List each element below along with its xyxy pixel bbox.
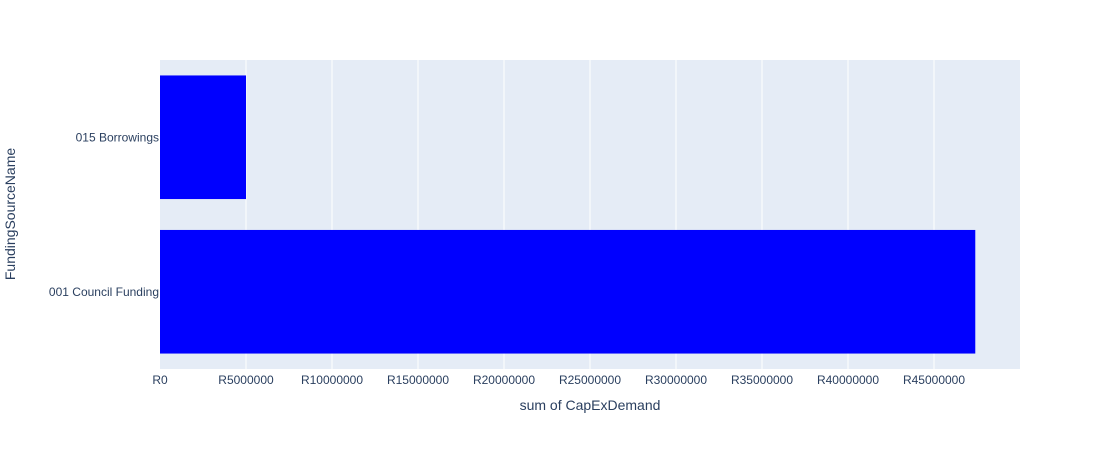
x-tick-label: R10000000 (301, 373, 363, 387)
x-axis-title: sum of CapExDemand (520, 397, 661, 413)
y-axis-title: FundingSourceName (2, 148, 18, 281)
x-tick-label: R15000000 (387, 373, 449, 387)
x-tick-label: R30000000 (645, 373, 707, 387)
y-tick-label: 015 Borrowings (76, 130, 159, 144)
y-axis-ticks: 015 Borrowings 001 Council Funding (49, 130, 159, 299)
x-tick-label: R5000000 (218, 373, 274, 387)
x-tick-label: R20000000 (473, 373, 535, 387)
bar (160, 75, 246, 200)
x-tick-label: R25000000 (559, 373, 621, 387)
x-tick-label: R40000000 (817, 373, 879, 387)
bar (160, 229, 976, 354)
x-axis-ticks: R0 R5000000 R10000000 R15000000 R20000000 R25… (152, 373, 965, 387)
bars (160, 75, 976, 354)
x-tick-label: R0 (152, 373, 168, 387)
x-tick-label: R45000000 (903, 373, 965, 387)
x-tick-label: R35000000 (731, 373, 793, 387)
y-tick-label: 001 Council Funding (49, 285, 159, 299)
